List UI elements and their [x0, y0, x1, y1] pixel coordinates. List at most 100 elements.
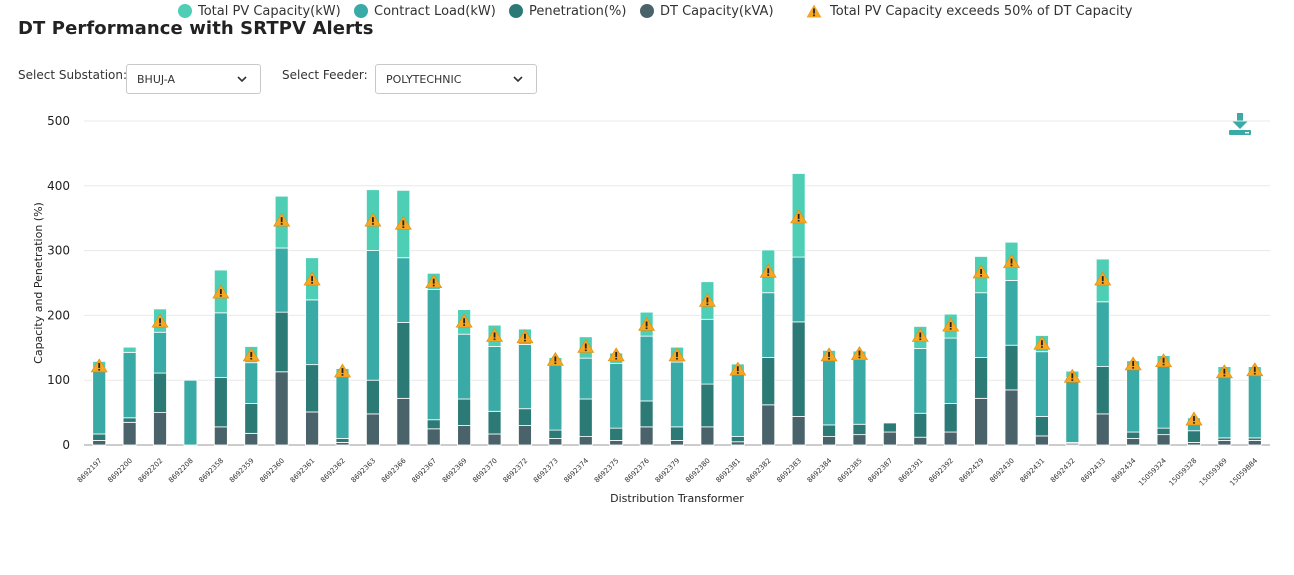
x-tick-label: 8692385	[836, 457, 864, 485]
warning-mark-dot	[584, 349, 587, 352]
warning-mark-line	[1223, 368, 1226, 374]
warning-mark-line	[645, 321, 648, 327]
dt-capacity-bar	[305, 411, 319, 446]
x-tick-label: 8692373	[532, 457, 560, 485]
x-tick-label: 8692361	[289, 457, 317, 485]
warning-mark-dot	[736, 372, 739, 374]
x-tick-label: 8692200	[106, 457, 134, 485]
warning-mark-dot	[949, 328, 952, 330]
legend-item[interactable]: Contract Load(kW)	[354, 0, 496, 22]
dt-capacity-bar	[153, 412, 167, 446]
x-tick-label: 8692202	[137, 457, 165, 485]
y-tick-label: 300	[47, 244, 70, 258]
legend-label: DT Capacity(kVA)	[660, 3, 774, 19]
x-tick-label: 8692370	[471, 457, 499, 485]
x-tick-label: 8692381	[715, 457, 743, 485]
warning-mark-line	[949, 322, 952, 328]
legend-item[interactable]: Total PV Capacity exceeds 50% of DT Capa…	[806, 0, 1132, 22]
legend-item[interactable]: Total PV Capacity(kW)	[178, 0, 341, 22]
warning-mark-dot	[493, 338, 496, 341]
penetration-bar	[1156, 427, 1171, 436]
x-tick-label: 8692197	[76, 457, 104, 485]
dt-capacity-bar	[487, 433, 502, 446]
x-tick-label: 8692376	[623, 456, 651, 484]
dt-capacity-bar	[213, 426, 228, 446]
warning-triangle-icon	[212, 284, 230, 299]
x-tick-label: 8692433	[1079, 457, 1107, 485]
warning-mark-dot	[159, 324, 161, 326]
penetration-bar	[1035, 416, 1049, 437]
contract-load-bar	[1095, 301, 1110, 367]
dt-capacity-bar	[913, 436, 928, 446]
penetration-bar	[274, 311, 289, 373]
penetration-bar	[578, 398, 593, 437]
legend-color-dot	[178, 4, 192, 18]
warning-mark-line	[676, 351, 678, 357]
warning-mark-dot	[858, 356, 861, 359]
legend-item[interactable]: DT Capacity(kVA)	[640, 0, 774, 22]
warning-triangle-icon	[698, 292, 716, 307]
warning-triangle-icon	[90, 358, 108, 373]
contract-load-bar	[122, 351, 137, 419]
dt-capacity-bar	[822, 436, 836, 446]
warning-mark-dot	[371, 223, 374, 225]
x-tick-label: 15059369	[1198, 457, 1229, 488]
penetration-bar	[882, 422, 897, 433]
warning-mark-dot	[797, 219, 800, 222]
warning-triangle-icon	[333, 363, 352, 378]
penetration-bar	[700, 383, 715, 428]
warning-mark-line	[1041, 340, 1043, 346]
penetration-bar	[730, 436, 745, 443]
penetration-bar	[396, 322, 411, 399]
contract-load-bar	[700, 318, 715, 385]
x-tick-label: 8692360	[258, 457, 286, 485]
dt-capacity-bar	[882, 431, 897, 446]
contract-load-bar	[822, 359, 836, 426]
feeder-select[interactable]: POLYTECHNIC	[375, 64, 537, 94]
contract-load-bar	[365, 250, 380, 381]
warning-mark-dot	[676, 357, 678, 360]
legend-label: Total PV Capacity(kW)	[198, 3, 341, 19]
dt-capacity-bar	[700, 426, 715, 446]
y-tick-label: 200	[47, 308, 70, 322]
legend-label: Total PV Capacity exceeds 50% of DT Capa…	[830, 3, 1133, 19]
dt-capacity-bar	[1217, 440, 1232, 446]
x-tick-label: 8692375	[593, 457, 621, 485]
penetration-bar	[92, 433, 107, 441]
x-tick-label: 8692367	[410, 457, 438, 485]
warning-mark-dot	[1162, 363, 1165, 366]
warning-triangle-icon	[1215, 364, 1233, 379]
contract-load-bar	[487, 346, 502, 412]
penetration-bar	[213, 377, 228, 428]
dt-capacity-bar	[518, 425, 532, 446]
x-tick-label: 8692362	[319, 457, 347, 485]
legend-item[interactable]: Penetration(%)	[509, 0, 626, 22]
x-tick-label: 8692392	[927, 457, 955, 485]
dt-capacity-bar	[609, 440, 624, 446]
warning-mark-dot	[1071, 379, 1074, 381]
download-button[interactable]	[1226, 112, 1254, 136]
warning-mark-line	[402, 220, 405, 226]
warning-mark-dot	[1132, 367, 1135, 369]
penetration-bar	[974, 357, 989, 399]
dt-capacity-bar	[761, 404, 776, 446]
x-tick-label: 8692434	[1110, 456, 1138, 484]
warning-triangle-icon	[151, 313, 169, 328]
warning-mark-line	[371, 217, 374, 223]
x-tick-label: 8692359	[228, 457, 256, 485]
contract-load-bar	[578, 357, 593, 400]
penetration-bar	[457, 398, 472, 426]
penetration-bar	[305, 364, 319, 413]
warning-mark-dot	[98, 368, 101, 371]
warning-mark-dot	[250, 357, 253, 360]
dt-capacity-bar	[791, 416, 806, 446]
penetration-bar	[1004, 344, 1019, 391]
warning-triangle-icon	[303, 271, 321, 286]
warning-mark-line	[1132, 361, 1135, 366]
substation-select[interactable]: BHUJ-A	[126, 64, 261, 94]
dt-capacity-bar	[1126, 438, 1141, 446]
x-tick-label: 8692366	[380, 456, 408, 484]
warning-mark-dot	[463, 324, 466, 326]
contract-load-bar	[639, 335, 654, 402]
x-tick-label: 8692363	[350, 457, 378, 485]
